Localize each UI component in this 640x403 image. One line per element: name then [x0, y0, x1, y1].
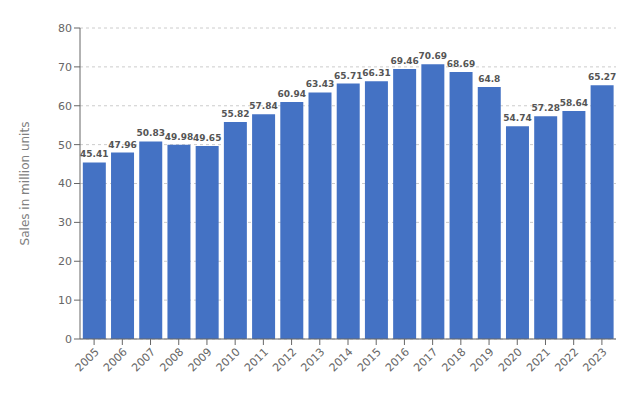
- svg-text:60: 60: [58, 100, 72, 113]
- svg-text:2019: 2019: [468, 345, 497, 374]
- svg-text:66.31: 66.31: [362, 68, 390, 78]
- svg-text:55.82: 55.82: [221, 109, 249, 119]
- svg-text:68.69: 68.69: [447, 59, 475, 69]
- svg-text:50: 50: [58, 139, 72, 152]
- svg-text:65.71: 65.71: [334, 71, 362, 81]
- svg-text:47.96: 47.96: [108, 140, 136, 150]
- svg-text:2017: 2017: [411, 345, 440, 374]
- svg-text:2015: 2015: [355, 345, 384, 374]
- svg-text:2008: 2008: [157, 345, 186, 374]
- svg-text:10: 10: [58, 294, 72, 307]
- svg-text:2014: 2014: [327, 345, 356, 374]
- svg-text:2005: 2005: [73, 345, 102, 374]
- svg-text:2011: 2011: [242, 345, 271, 374]
- svg-text:2018: 2018: [439, 345, 468, 374]
- svg-text:2010: 2010: [214, 345, 243, 374]
- svg-text:63.43: 63.43: [306, 79, 334, 89]
- svg-text:65.27: 65.27: [588, 72, 616, 82]
- svg-text:57.84: 57.84: [249, 101, 277, 111]
- svg-text:45.41: 45.41: [80, 149, 108, 159]
- svg-text:2022: 2022: [552, 345, 581, 374]
- svg-text:2007: 2007: [129, 345, 158, 374]
- svg-text:64.8: 64.8: [478, 74, 500, 84]
- svg-text:80: 80: [58, 22, 72, 35]
- svg-text:57.28: 57.28: [531, 103, 559, 113]
- svg-text:54.74: 54.74: [503, 113, 531, 123]
- svg-text:2013: 2013: [298, 345, 327, 374]
- svg-text:2021: 2021: [524, 345, 553, 374]
- svg-text:69.46: 69.46: [390, 56, 418, 66]
- svg-text:2023: 2023: [581, 345, 610, 374]
- svg-text:70.69: 70.69: [419, 51, 447, 61]
- svg-text:49.65: 49.65: [193, 133, 221, 143]
- svg-text:58.64: 58.64: [560, 98, 588, 108]
- svg-text:2020: 2020: [496, 345, 525, 374]
- svg-text:2012: 2012: [270, 345, 299, 374]
- svg-text:50.83: 50.83: [137, 128, 165, 138]
- svg-text:Sales in million units: Sales in million units: [18, 122, 32, 246]
- svg-text:2006: 2006: [101, 345, 130, 374]
- svg-text:0: 0: [65, 333, 72, 346]
- svg-text:2009: 2009: [186, 345, 215, 374]
- svg-text:60.94: 60.94: [278, 89, 306, 99]
- svg-text:2016: 2016: [383, 345, 412, 374]
- svg-text:20: 20: [58, 255, 72, 268]
- svg-text:30: 30: [58, 216, 72, 229]
- svg-text:40: 40: [58, 177, 72, 190]
- svg-text:70: 70: [58, 61, 72, 74]
- svg-text:49.98: 49.98: [165, 132, 193, 142]
